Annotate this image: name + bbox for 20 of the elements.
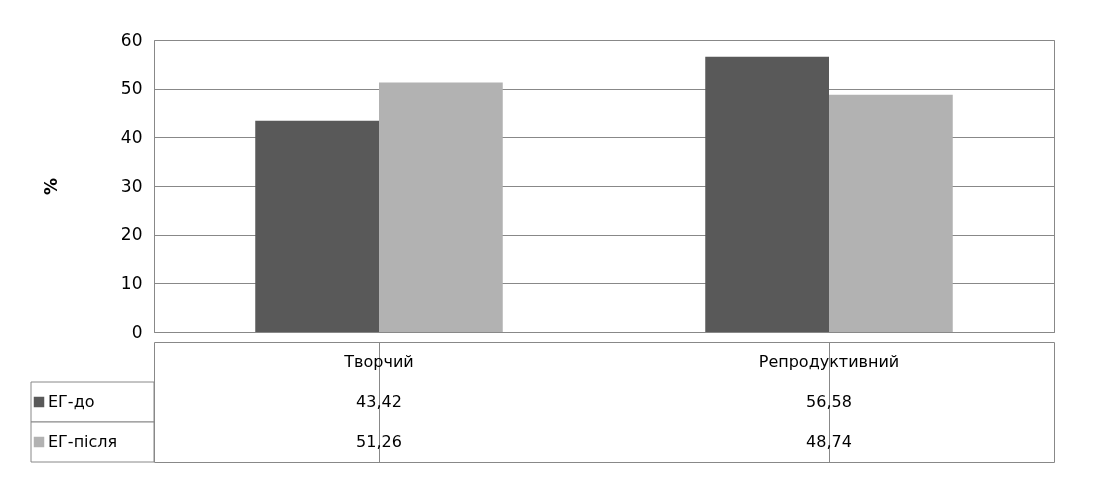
bar xyxy=(829,94,953,332)
legend-label: ЕГ-після xyxy=(48,432,118,451)
bar xyxy=(379,82,503,332)
data-label: 51,26 xyxy=(356,432,402,451)
bar xyxy=(705,56,829,332)
y-axis-title: % xyxy=(40,177,61,196)
x-tick-label: Репродуктивний xyxy=(758,352,900,371)
y-tick-label: 20 xyxy=(120,224,143,245)
y-tick-label: 60 xyxy=(120,29,143,50)
x-tick-label: Творчий xyxy=(343,352,414,371)
y-tick-label: 40 xyxy=(120,126,143,147)
legend-label: ЕГ-до xyxy=(48,392,95,411)
data-label: 48,74 xyxy=(806,432,852,451)
data-label: 56,58 xyxy=(806,392,852,411)
bar xyxy=(255,120,379,332)
y-tick-label: 50 xyxy=(120,78,143,99)
data-label: 43,42 xyxy=(356,392,402,411)
y-tick-label: 10 xyxy=(120,272,143,293)
y-tick-label: 0 xyxy=(131,321,143,342)
y-tick-label: 30 xyxy=(120,175,143,196)
